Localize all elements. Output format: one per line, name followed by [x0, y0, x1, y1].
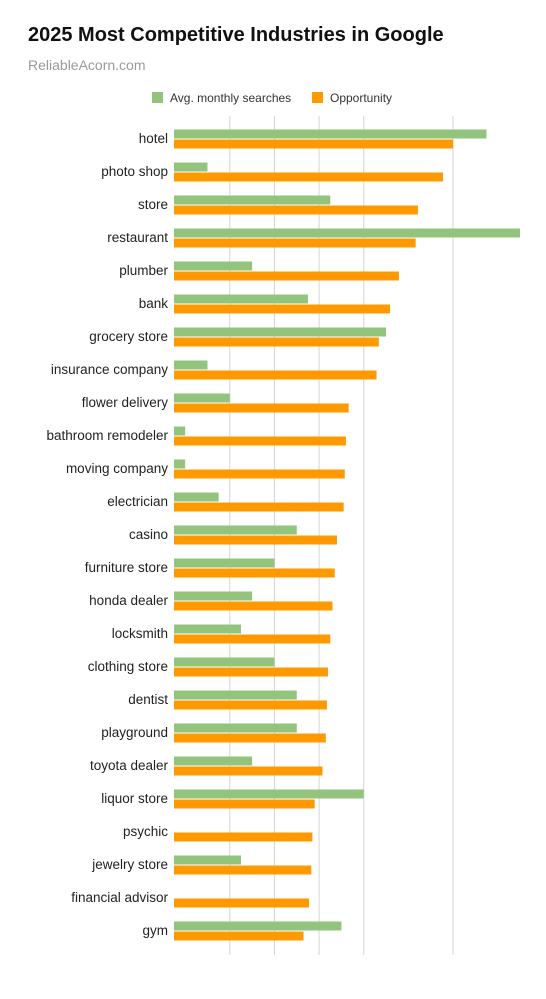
category-label-psychic: psychic: [123, 824, 168, 839]
category-label-furniture-store: furniture store: [85, 560, 168, 575]
bar-opportunity-locksmith: [174, 634, 331, 644]
bar-avg-monthly-searches-electrician: [174, 492, 219, 502]
category-label-dentist: dentist: [128, 692, 168, 707]
category-label-bank: bank: [139, 296, 169, 311]
legend-label-avg-monthly-searches: Avg. monthly searches: [170, 91, 291, 105]
bar-avg-monthly-searches-moving-company: [174, 459, 186, 469]
legend-swatch-avg-monthly-searches: [152, 92, 163, 103]
bar-opportunity-playground: [174, 733, 326, 743]
bar-avg-monthly-searches-bank: [174, 294, 308, 304]
chart-legend: Avg. monthly searches Opportunity: [152, 91, 392, 105]
category-label-photo-shop: photo shop: [101, 164, 168, 179]
bar-avg-monthly-searches-flower-delivery: [174, 393, 230, 403]
category-label-casino: casino: [129, 527, 168, 542]
category-label-playground: playground: [101, 725, 168, 740]
category-label-gym: gym: [142, 923, 168, 938]
category-label-hotel: hotel: [139, 131, 168, 146]
bar-opportunity-gym: [174, 931, 304, 941]
category-label-electrician: electrician: [107, 494, 168, 509]
legend-label-opportunity: Opportunity: [330, 91, 392, 105]
bar-opportunity-casino: [174, 535, 337, 545]
category-label-store: store: [138, 197, 168, 212]
bar-avg-monthly-searches-jewelry-store: [174, 855, 241, 865]
bar-avg-monthly-searches-liquor-store: [174, 789, 364, 799]
bar-opportunity-bathroom-remodeler: [174, 436, 346, 446]
bar-avg-monthly-searches-grocery-store: [174, 327, 387, 337]
chart-subtitle: ReliableAcorn.com: [28, 57, 146, 73]
bar-avg-monthly-searches-hotel: [174, 129, 487, 139]
bar-opportunity-bank: [174, 304, 390, 314]
category-label-restaurant: restaurant: [107, 230, 168, 245]
category-label-flower-delivery: flower delivery: [82, 395, 169, 410]
bar-opportunity-honda-dealer: [174, 601, 333, 611]
bar-avg-monthly-searches-locksmith: [174, 624, 241, 634]
bar-opportunity-plumber: [174, 271, 399, 281]
category-label-financial-advisor: financial advisor: [71, 890, 168, 905]
bar-avg-monthly-searches-clothing-store: [174, 657, 275, 667]
category-label-locksmith: locksmith: [112, 626, 168, 641]
category-labels: hotel photo shop store restaurant plumber ban…: [46, 131, 168, 938]
legend-swatch-opportunity: [312, 92, 323, 103]
category-label-plumber: plumber: [119, 263, 168, 278]
category-label-bathroom-remodeler: bathroom remodeler: [46, 428, 168, 443]
bar-opportunity-moving-company: [174, 469, 345, 479]
bar-avg-monthly-searches-furniture-store: [174, 558, 275, 568]
bar-opportunity-toyota-dealer: [174, 766, 323, 776]
bar-opportunity-store: [174, 205, 418, 215]
category-label-insurance-company: insurance company: [51, 362, 168, 377]
bar-opportunity-electrician: [174, 502, 344, 512]
bar-opportunity-dentist: [174, 700, 327, 710]
bar-avg-monthly-searches-photo-shop: [174, 162, 208, 172]
bar-opportunity-flower-delivery: [174, 403, 349, 413]
bar-avg-monthly-searches-insurance-company: [174, 360, 208, 370]
category-label-moving-company: moving company: [66, 461, 168, 476]
bar-opportunity-clothing-store: [174, 667, 329, 677]
category-label-toyota-dealer: toyota dealer: [90, 758, 169, 773]
category-label-honda-dealer: honda dealer: [89, 593, 168, 608]
bar-avg-monthly-searches-plumber: [174, 261, 253, 271]
bar-opportunity-furniture-store: [174, 568, 335, 578]
category-label-clothing-store: clothing store: [88, 659, 168, 674]
bar-avg-monthly-searches-gym: [174, 921, 342, 931]
bar-opportunity-grocery-store: [174, 337, 379, 347]
bar-avg-monthly-searches-dentist: [174, 690, 297, 700]
bar-opportunity-photo-shop: [174, 172, 443, 182]
bar-avg-monthly-searches-playground: [174, 723, 297, 733]
bars: [174, 129, 520, 941]
bar-opportunity-psychic: [174, 832, 313, 842]
bar-avg-monthly-searches-honda-dealer: [174, 591, 253, 601]
bar-opportunity-financial-advisor: [174, 898, 310, 908]
category-label-jewelry-store: jewelry store: [91, 857, 168, 872]
bar-opportunity-liquor-store: [174, 799, 315, 809]
bar-opportunity-hotel: [174, 139, 454, 149]
category-label-liquor-store: liquor store: [101, 791, 168, 806]
bar-avg-monthly-searches-toyota-dealer: [174, 756, 253, 766]
bar-avg-monthly-searches-store: [174, 195, 331, 205]
bar-avg-monthly-searches-casino: [174, 525, 297, 535]
bar-opportunity-insurance-company: [174, 370, 377, 380]
bar-opportunity-restaurant: [174, 238, 416, 248]
category-label-grocery-store: grocery store: [89, 329, 168, 344]
bar-avg-monthly-searches-restaurant: [174, 228, 520, 238]
bar-opportunity-jewelry-store: [174, 865, 312, 875]
chart-title: 2025 Most Competitive Industries in Goog…: [28, 24, 444, 46]
bar-avg-monthly-searches-bathroom-remodeler: [174, 426, 186, 436]
